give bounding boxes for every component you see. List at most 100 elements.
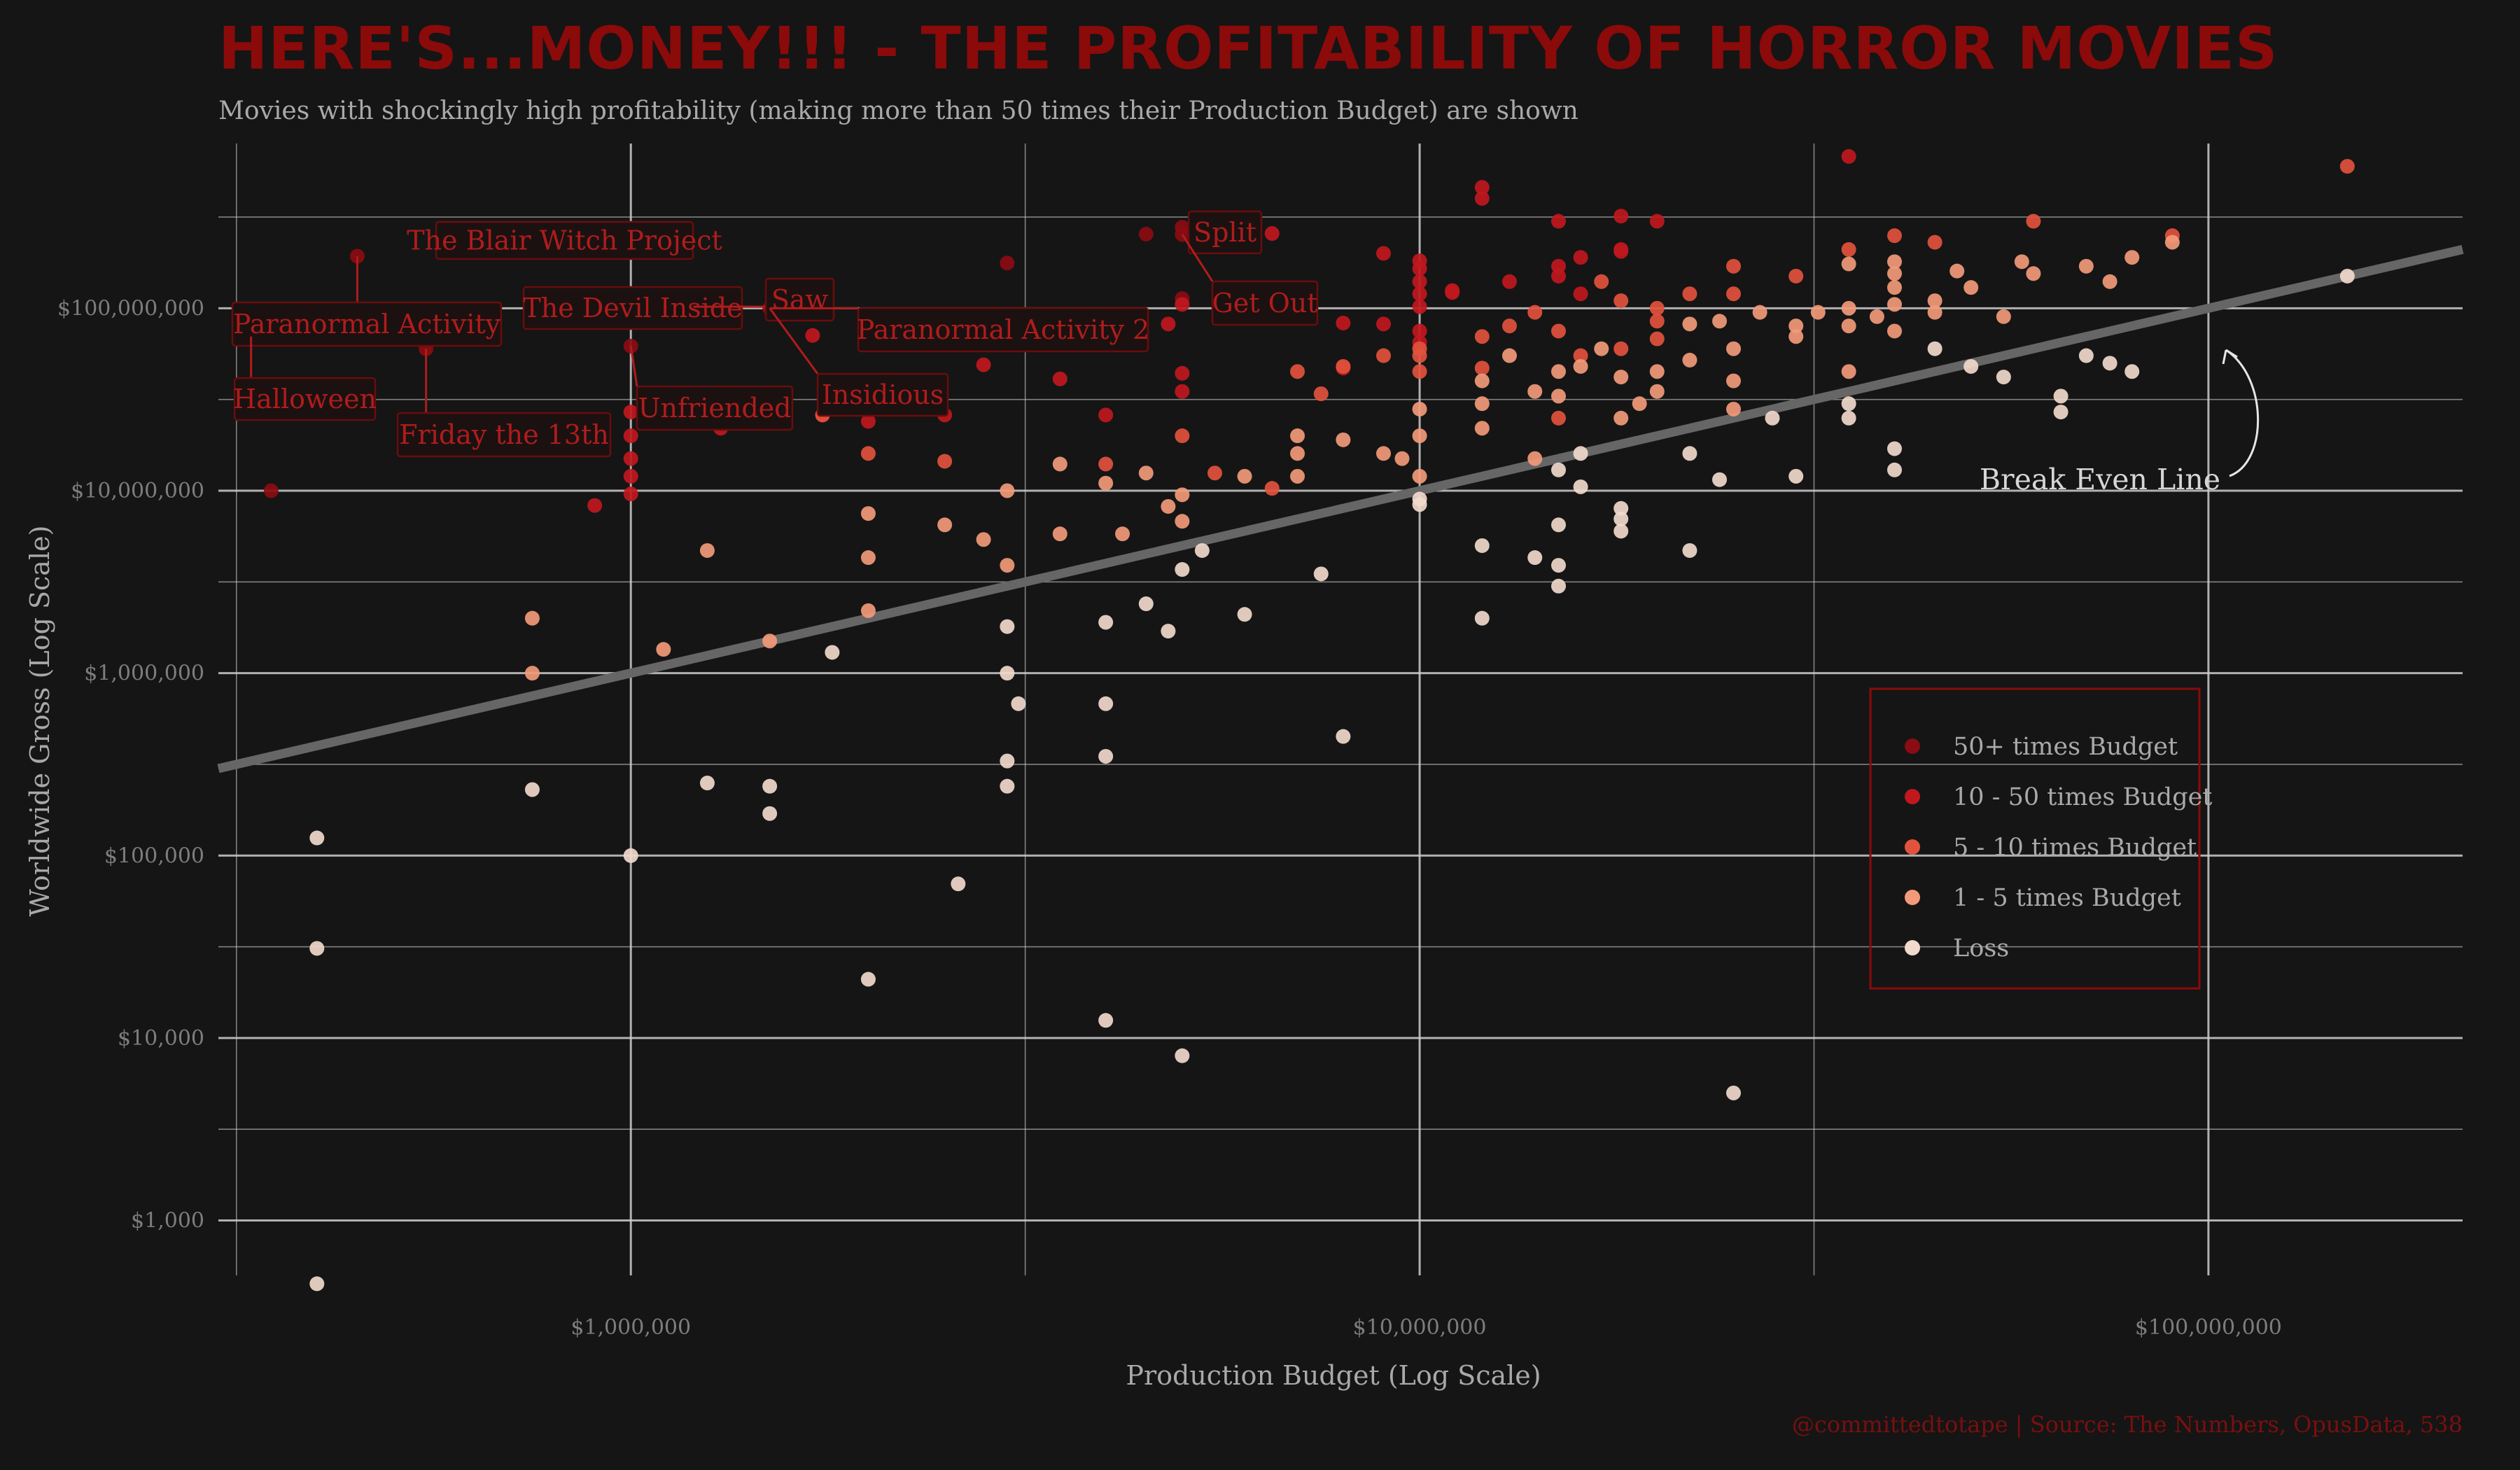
data-point	[762, 634, 778, 649]
data-point	[1649, 331, 1665, 346]
data-point	[2124, 250, 2140, 265]
data-point	[1726, 401, 1741, 416]
data-point	[2339, 159, 2355, 174]
data-point	[1841, 410, 1856, 426]
data-point	[1098, 456, 1114, 472]
data-point	[1614, 511, 1629, 526]
data-point	[1412, 491, 1427, 507]
data-point	[1527, 384, 1543, 399]
legend-swatch	[1905, 940, 1920, 955]
data-point	[937, 454, 953, 469]
data-point	[1412, 468, 1427, 484]
data-point	[1138, 596, 1154, 612]
annotation-text: Break Even Line	[1980, 463, 2220, 496]
movie-label-box	[636, 385, 794, 431]
movie-label: Paranormal Activity	[233, 309, 501, 340]
data-point	[762, 806, 778, 821]
data-point	[1264, 481, 1280, 496]
data-point	[1290, 468, 1306, 484]
data-point	[1886, 323, 1902, 339]
data-point	[1412, 428, 1427, 444]
data-point	[1614, 370, 1629, 385]
data-point	[1765, 410, 1780, 426]
data-point	[1290, 428, 1306, 444]
data-point	[1412, 323, 1427, 339]
data-point	[1098, 407, 1114, 423]
data-point	[860, 506, 876, 522]
data-point	[2078, 348, 2094, 363]
data-point	[1527, 451, 1543, 466]
legend-label: 50+ times Budget	[1953, 733, 2178, 761]
data-point	[1098, 1013, 1114, 1028]
data-point	[1502, 348, 1517, 363]
data-point	[1175, 562, 1190, 578]
data-point	[1138, 226, 1154, 241]
legend-swatch	[1905, 789, 1920, 804]
data-point	[1000, 619, 1015, 634]
data-point	[1474, 190, 1490, 206]
data-point	[2078, 258, 2094, 274]
data-point	[1550, 268, 1566, 284]
data-point	[1996, 309, 2011, 324]
data-point	[1207, 465, 1222, 481]
data-point	[1841, 256, 1856, 272]
data-point	[309, 1276, 325, 1292]
movie-label: Saw	[771, 284, 829, 315]
data-point	[1573, 479, 1588, 494]
data-point	[1573, 348, 1588, 363]
data-point	[860, 603, 876, 618]
data-point	[1237, 468, 1252, 484]
data-point	[623, 405, 638, 420]
data-point	[1649, 364, 1665, 379]
data-point	[1052, 526, 1068, 542]
data-point	[2026, 214, 2041, 229]
data-point	[1594, 341, 1609, 356]
data-point	[1474, 373, 1490, 388]
movie-label: Halloween	[233, 384, 377, 414]
data-point	[1474, 180, 1490, 195]
data-point	[1573, 358, 1588, 374]
data-point	[1175, 428, 1190, 444]
movie-label-box	[233, 377, 377, 421]
data-point	[1550, 558, 1566, 573]
movie-labels: The Blair Witch Project Paranormal Activi…	[231, 210, 1319, 458]
movie-label: The Devil Inside	[523, 293, 742, 323]
annotation-arrowhead	[2222, 349, 2238, 365]
data-point	[1412, 299, 1427, 314]
data-point	[825, 645, 840, 660]
movie-label: Paranormal Activity 2	[857, 314, 1150, 345]
data-point	[1632, 396, 1647, 412]
label-connector	[629, 346, 638, 387]
data-point	[1841, 241, 1856, 257]
data-point	[1682, 316, 1698, 332]
grid	[218, 144, 2463, 1275]
data-point	[1682, 352, 1698, 368]
data-point	[1927, 234, 1942, 250]
y-tick-label: $100,000,000	[57, 296, 204, 321]
data-point	[976, 357, 991, 372]
legend-label: 1 - 5 times Budget	[1953, 884, 2181, 912]
data-point	[1886, 462, 1902, 477]
data-point	[1573, 446, 1588, 461]
data-point	[1886, 266, 1902, 281]
data-point	[1098, 475, 1114, 491]
data-point	[1115, 526, 1130, 542]
data-point	[656, 642, 671, 657]
x-tick-label: $10,000,000	[1353, 1315, 1487, 1340]
legend-swatch	[1905, 839, 1920, 855]
data-point	[1474, 610, 1490, 626]
data-point	[1712, 472, 1727, 487]
axes: $1,000,000 $10,000,000 $100,000,000 $1,000 $…	[57, 296, 2282, 1340]
data-point	[1412, 364, 1427, 379]
data-point	[1474, 421, 1490, 436]
data-point	[699, 776, 715, 791]
data-point	[1290, 364, 1306, 379]
movie-label-box	[764, 277, 835, 322]
data-point	[1886, 254, 1902, 270]
data-point	[1445, 285, 1460, 300]
data-point	[1614, 241, 1629, 257]
data-point	[1376, 446, 1391, 461]
data-point	[1175, 514, 1190, 529]
data-point	[1237, 607, 1252, 622]
